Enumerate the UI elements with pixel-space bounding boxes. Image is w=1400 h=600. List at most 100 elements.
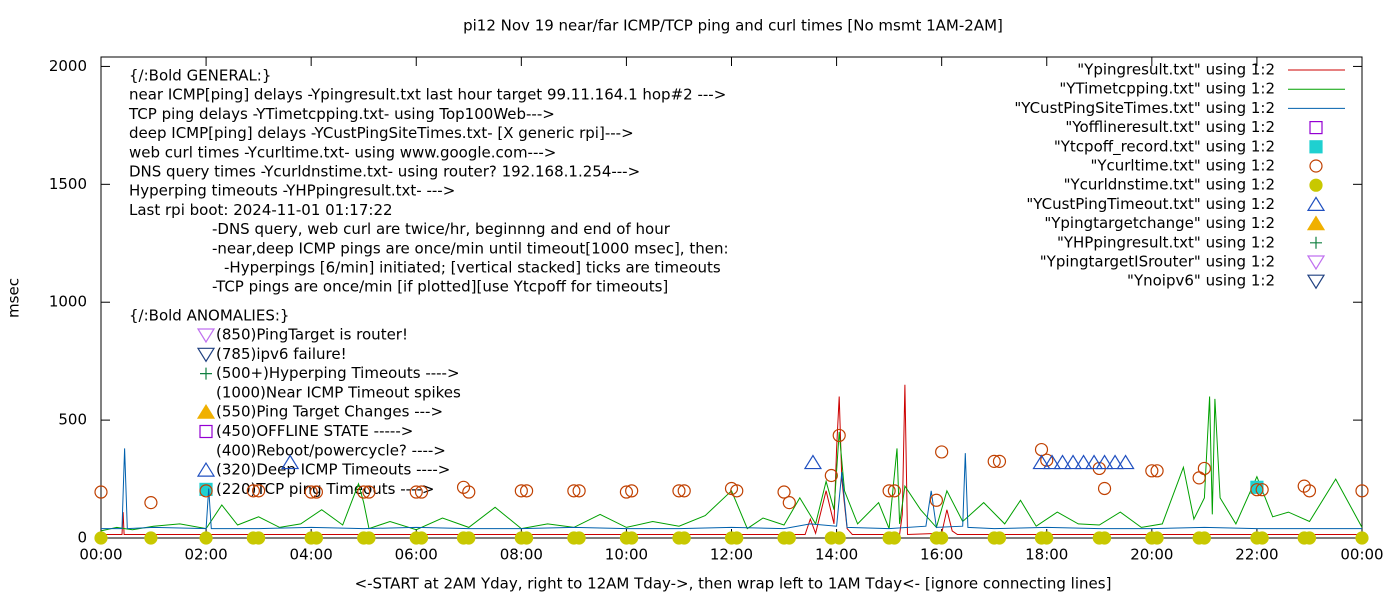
data-point [252, 484, 266, 498]
annotation-icon [196, 461, 216, 477]
annotation: {/:Bold ANOMALIES:} [129, 307, 289, 325]
data-point [882, 484, 896, 498]
data-point [1084, 454, 1104, 470]
data-point [572, 484, 586, 498]
data-point [414, 531, 429, 545]
legend-swatch [1309, 178, 1323, 192]
data-point [1097, 531, 1112, 545]
data-point [1302, 531, 1317, 545]
data-point [677, 484, 691, 498]
data-point [414, 485, 429, 499]
legend-label: "YpingtargetISrouter" using 1:2 [1040, 253, 1275, 271]
series-line [101, 448, 1362, 530]
annotation: -TCP pings are once/min [if plotted][use… [212, 278, 668, 296]
chart-title: pi12 Nov 19 near/far ICMP/TCP ping and c… [463, 17, 1003, 35]
x-tick-label: 12:00 [710, 546, 753, 564]
data-point [144, 531, 158, 545]
data-point [887, 484, 901, 498]
data-point [199, 531, 213, 545]
data-point [281, 454, 300, 470]
data-point [832, 428, 846, 443]
data-point [519, 484, 534, 498]
data-point [572, 531, 586, 545]
data-point [309, 531, 324, 545]
annotation: (500+)Hyperping Timeouts ----> [216, 364, 460, 382]
annotation: near ICMP[ping] delays -Ypingresult.txt … [129, 86, 726, 104]
data-point [1192, 471, 1206, 485]
data-point [1302, 484, 1317, 498]
y-tick-label: 1500 [49, 175, 87, 193]
data-point [987, 454, 1001, 468]
annotation: (220)TCP ping Timeouts ----> [216, 480, 434, 498]
annotation: (550)Ping Target Changes ---> [216, 403, 443, 421]
data-point [1095, 454, 1114, 470]
data-point [362, 531, 376, 545]
data-point [309, 485, 324, 499]
data-point [782, 531, 796, 545]
legend-swatch [1310, 236, 1322, 249]
annotation-icon [200, 367, 212, 380]
data-point [199, 484, 213, 498]
annotation-icon [196, 404, 216, 419]
data-point [992, 531, 1007, 545]
data-point [887, 531, 901, 545]
annotation: {/:Bold GENERAL:} [129, 67, 271, 85]
data-point [1032, 454, 1051, 470]
legend-label: "YHPpingresult.txt" using 1:2 [1057, 233, 1275, 251]
annotation: Hyperping timeouts -YHPpingresult.txt- -… [129, 182, 455, 200]
x-tick-label: 00:00 [79, 546, 122, 564]
data-point [619, 485, 634, 499]
data-point [1150, 464, 1164, 478]
y-tick-label: 500 [58, 411, 87, 429]
annotation-icon [196, 328, 216, 344]
annotation: DNS query times -Ycurldnstime.txt- using… [129, 163, 640, 181]
data-point [357, 485, 371, 499]
data-point [1197, 531, 1211, 545]
x-tick-label: 00:00 [1340, 546, 1383, 564]
y-tick-label: 0 [77, 529, 87, 547]
data-point [1355, 531, 1369, 545]
legend-swatch [1309, 140, 1323, 154]
data-point [782, 496, 796, 510]
x-tick-label: 06:00 [395, 546, 438, 564]
data-point [519, 531, 534, 545]
data-point [625, 484, 639, 498]
data-point [730, 531, 744, 545]
x-tick-label: 08:00 [500, 546, 543, 564]
data-point [362, 485, 376, 499]
legend-swatch [1306, 255, 1326, 271]
data-point [462, 531, 476, 545]
data-point [1255, 531, 1269, 545]
data-point [1355, 484, 1369, 498]
data-point [304, 485, 318, 499]
data-point [1040, 453, 1054, 467]
x-tick-label: 14:00 [815, 546, 858, 564]
legend-label: "YTimetcpping.txt" using 1:2 [1059, 80, 1275, 98]
data-point [1197, 461, 1211, 476]
data-point [567, 484, 581, 498]
data-point [777, 485, 791, 499]
legend-label: "Ytcpoff_record.txt" using 1:2 [1054, 137, 1275, 156]
data-point [935, 531, 949, 545]
annotation: -near,deep ICMP pings are once/min until… [212, 239, 729, 257]
data-point [824, 468, 838, 483]
data-point [677, 531, 691, 545]
x-tick-label: 18:00 [1025, 546, 1068, 564]
annotation: (1000)Near ICMP Timeout spikes [216, 383, 461, 401]
data-point [1105, 454, 1125, 470]
annotation: (785)ipv6 failure! [216, 345, 347, 363]
data-point [246, 484, 260, 498]
x-tick-label: 16:00 [920, 546, 963, 564]
annotation: -Hyperpings [6/min] initiated; [vertical… [224, 259, 721, 277]
data-point [94, 531, 108, 545]
data-point [1250, 483, 1264, 497]
legend-label: "Ypingresult.txt" using 1:2 [1077, 61, 1275, 79]
data-point [1297, 479, 1311, 493]
data-point [929, 493, 944, 507]
data-point [1097, 481, 1112, 496]
data-point [1116, 454, 1135, 470]
x-axis-label: <-START at 2AM Yday, right to 12AM Tday-… [355, 575, 1112, 593]
data-point [625, 531, 639, 545]
legend-swatch [1309, 159, 1323, 173]
